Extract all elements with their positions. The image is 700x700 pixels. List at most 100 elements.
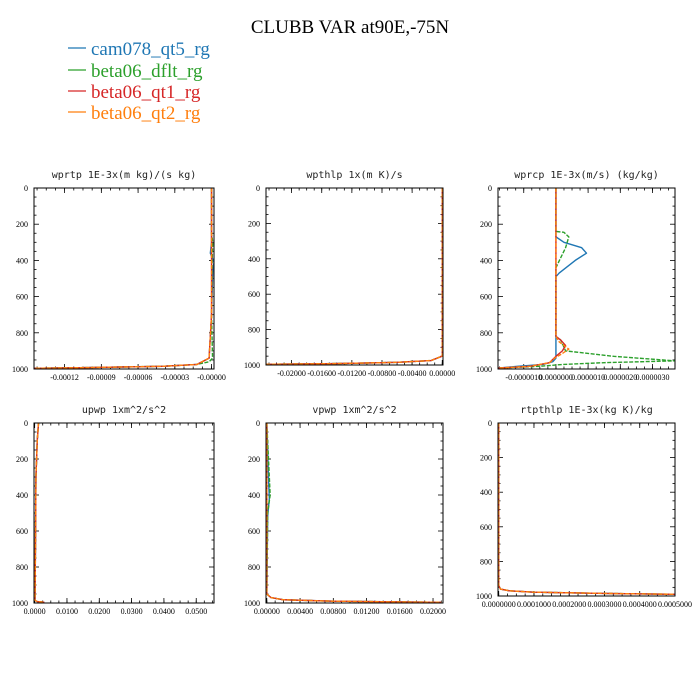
series-line (34, 188, 213, 369)
y-tick-label: 0 (24, 184, 28, 193)
series-line (266, 423, 442, 603)
subplot-title: upwp 1xm^2/s^2 (82, 405, 166, 416)
x-tick-label: 0.0000 (24, 607, 46, 616)
curves (34, 188, 214, 369)
y-tick-label: 400 (480, 488, 492, 497)
legend: cam078_qt5_rg beta06_dflt_rg beta06_qt1_… (68, 39, 210, 124)
y-tick-label: 600 (248, 290, 260, 299)
y-tick-label: 800 (248, 563, 260, 572)
x-tick-label: 0.00400 (287, 607, 313, 616)
y-tick-label: 600 (480, 293, 492, 302)
x-tick-label: 0.0100 (56, 607, 78, 616)
y-tick-label: 400 (248, 255, 260, 264)
y-tick-label: 400 (16, 491, 28, 500)
legend-entry: beta06_dflt_rg (68, 61, 203, 82)
y-tick-label: 1000 (476, 592, 492, 601)
x-tick-label: 0.02000 (420, 607, 446, 616)
subplot-title: wpthlp 1x(m K)/s (306, 170, 402, 181)
x-tick-label: 0.0005000 (658, 600, 692, 609)
subplot-title: vpwp 1xm^2/s^2 (312, 405, 396, 416)
series-line (498, 188, 675, 369)
y-tick-label: 600 (480, 523, 492, 532)
curves (498, 188, 675, 369)
legend-label: beta06_qt1_rg (91, 82, 201, 103)
y-tick-label: 0 (488, 184, 492, 193)
y-tick-label: 400 (16, 256, 28, 265)
x-tick-label: 0.0500 (185, 607, 207, 616)
series-line (266, 423, 442, 603)
plot-frame (497, 422, 676, 597)
series-line (34, 188, 214, 369)
y-tick-label: 800 (480, 329, 492, 338)
y-tick-label: 800 (16, 329, 28, 338)
series-line (266, 188, 443, 365)
x-tick-label: 0.0000000 (482, 600, 516, 609)
curves (266, 423, 442, 603)
x-tick-label: 0.00000 (429, 369, 455, 378)
legend-label: beta06_qt2_rg (91, 103, 201, 124)
subplot-title: wprtp 1E-3x(m kg)/(s kg) (52, 170, 197, 181)
x-tick-label: -0.00000 (197, 373, 226, 382)
x-tick-label: 0.0000000 (539, 373, 573, 382)
x-tick-label: 0.01200 (354, 607, 380, 616)
figure-title: CLUBB VAR at90E,-75N (251, 17, 450, 38)
x-tick-label: 0.00800 (320, 607, 346, 616)
y-tick-label: 200 (248, 219, 260, 228)
y-tick-label: 0 (256, 184, 260, 193)
series-line (498, 423, 675, 595)
series-line (266, 188, 443, 365)
x-tick-label: -0.0000010 (505, 373, 542, 382)
plot-frame (265, 187, 444, 366)
legend-entry: beta06_qt2_rg (68, 103, 201, 124)
x-tick-label: 0.0000010 (571, 373, 605, 382)
x-tick-label: -0.00006 (124, 373, 153, 382)
y-tick-label: 0 (488, 419, 492, 428)
series-line (266, 188, 443, 365)
y-tick-label: 1000 (12, 365, 28, 374)
subplot-title: rtpthlp 1E-3x(kg K)/kg (520, 405, 652, 416)
curves (498, 423, 675, 595)
y-tick-label: 0 (256, 419, 260, 428)
series-line (498, 188, 570, 369)
y-tick-label: 200 (480, 220, 492, 229)
y-tick-label: 600 (16, 527, 28, 536)
x-tick-label: -0.00003 (160, 373, 189, 382)
curves (266, 188, 443, 365)
subplot: wprtp 1E-3x(m kg)/(s kg) 0 200 400 600 800 100… (12, 170, 226, 382)
series-line (34, 188, 214, 369)
y-tick-label: 600 (248, 527, 260, 536)
legend-label: cam078_qt5_rg (91, 39, 210, 60)
legend-label: beta06_dflt_rg (91, 61, 203, 82)
subplot-title: wprcp 1E-3x(m/s) (kg/kg) (514, 170, 659, 181)
y-tick-label: 1000 (476, 365, 492, 374)
series-line (498, 423, 675, 595)
y-tick-label: 200 (480, 454, 492, 463)
y-tick-label: 800 (480, 557, 492, 566)
x-tick-label: 0.0001000 (517, 600, 551, 609)
series-line (266, 188, 443, 365)
y-tick-label: 400 (480, 256, 492, 265)
y-tick-label: 200 (16, 220, 28, 229)
y-tick-label: 200 (16, 455, 28, 464)
subplot: rtpthlp 1E-3x(kg K)/kg020040060080010000… (476, 405, 692, 609)
series-line (34, 188, 213, 369)
series-line (498, 188, 588, 369)
y-tick-label: 400 (248, 491, 260, 500)
series-line (498, 423, 675, 595)
x-tick-label: -0.00800 (368, 369, 397, 378)
x-tick-label: 0.0200 (88, 607, 110, 616)
y-tick-label: 600 (16, 293, 28, 302)
x-tick-label: -0.01200 (338, 369, 367, 378)
x-tick-label: -0.00400 (398, 369, 427, 378)
legend-entry: cam078_qt5_rg (68, 39, 210, 60)
legend-entry: beta06_qt1_rg (68, 82, 201, 103)
series-line (266, 423, 442, 603)
y-tick-label: 800 (16, 563, 28, 572)
y-tick-label: 200 (248, 455, 260, 464)
x-tick-label: -0.02000 (277, 369, 306, 378)
x-tick-label: 0.0300 (121, 607, 143, 616)
subplot: wprcp 1E-3x(m/s) (kg/kg) 0 200 400 600 800 100… (476, 170, 676, 382)
